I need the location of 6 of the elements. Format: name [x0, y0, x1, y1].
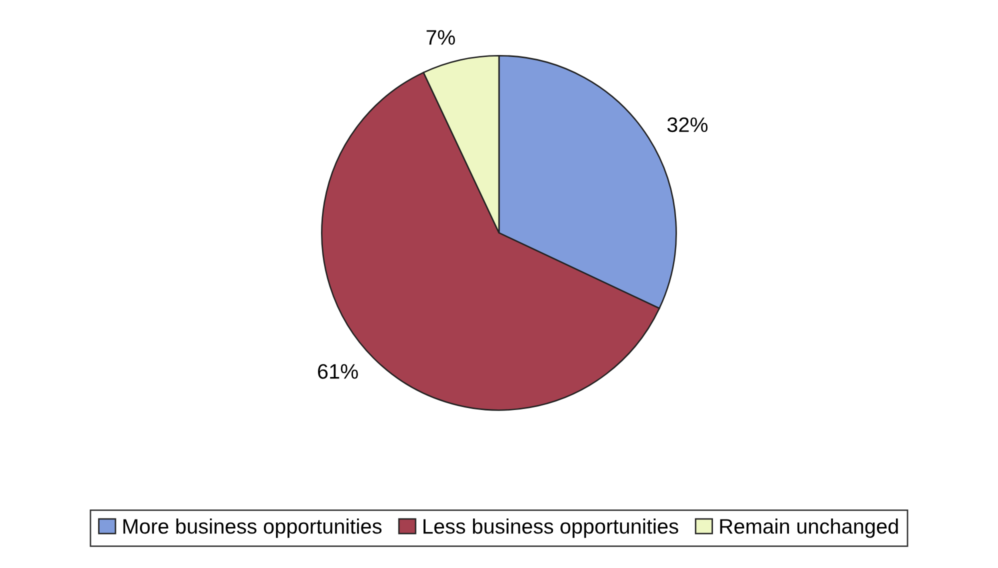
- legend-label: Less business opportunities: [424, 518, 678, 538]
- data-label: 7%: [426, 30, 455, 45]
- data-label: 61%: [318, 364, 358, 379]
- legend-label: Remain unchanged: [720, 518, 898, 538]
- legend-label: More business opportunities: [123, 518, 382, 538]
- data-label: 32%: [667, 117, 708, 132]
